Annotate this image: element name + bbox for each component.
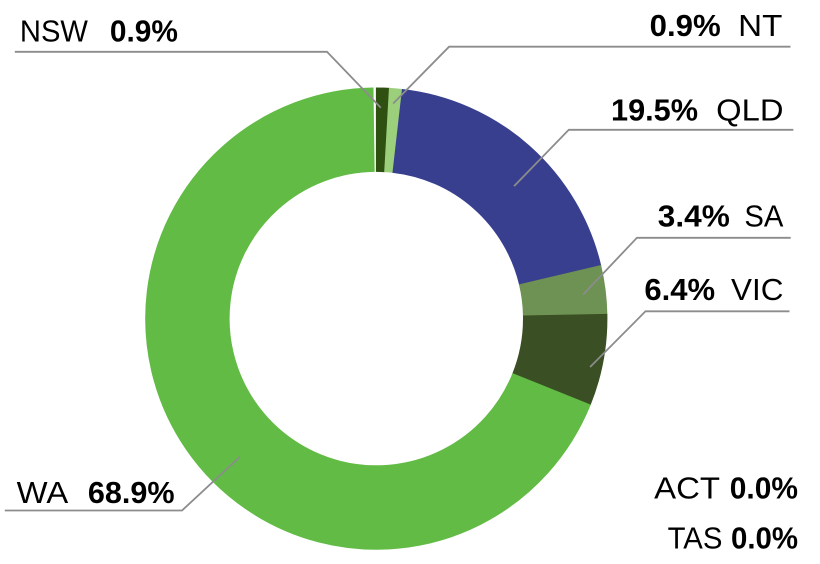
svg-text:6.4%: 6.4%: [644, 272, 715, 307]
svg-text:TAS: TAS: [668, 521, 723, 556]
svg-text:0.9%: 0.9%: [110, 14, 178, 49]
svg-text:VIC: VIC: [731, 272, 783, 307]
svg-text:68.9%: 68.9%: [88, 475, 175, 510]
svg-text:0.0%: 0.0%: [731, 521, 798, 556]
svg-text:QLD: QLD: [716, 93, 783, 128]
svg-text:NT: NT: [738, 8, 782, 43]
svg-text:0.9%: 0.9%: [650, 8, 721, 43]
svg-text:19.5%: 19.5%: [611, 93, 698, 128]
svg-text:0.0%: 0.0%: [730, 471, 798, 506]
svg-text:WA: WA: [17, 475, 69, 510]
svg-text:ACT: ACT: [654, 471, 720, 506]
svg-text:SA: SA: [744, 199, 783, 234]
svg-text:3.4%: 3.4%: [658, 199, 730, 234]
svg-text:NSW: NSW: [20, 14, 89, 49]
